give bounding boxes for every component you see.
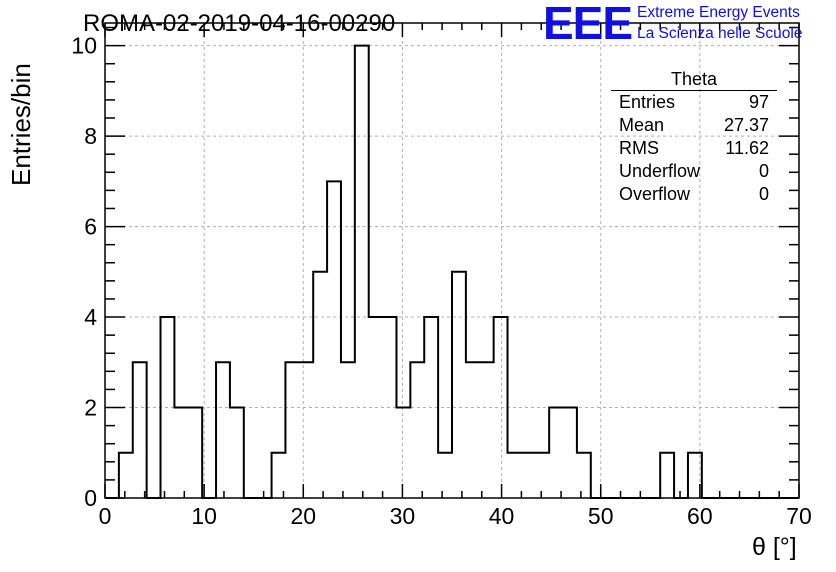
x-tick-label: 20 [290, 503, 316, 529]
histogram-bin [521, 453, 535, 498]
histogram-bin [563, 408, 577, 498]
plot-frame [104, 22, 800, 499]
stats-row-overflow: Overflow 0 [611, 183, 777, 206]
stats-value: 27.37 [723, 115, 769, 135]
histogram-bin [355, 46, 369, 498]
x-tick-label: 10 [191, 503, 217, 529]
stats-label: Mean [619, 115, 665, 135]
stats-label: Entries [619, 92, 676, 112]
histogram-bin [133, 362, 147, 498]
histogram-bin [188, 408, 202, 498]
histogram-bin [341, 362, 355, 498]
stats-value: 0 [758, 161, 769, 181]
eee-logo: EEE [543, 0, 633, 49]
x-tick-label: 60 [687, 503, 713, 529]
y-tick-label: 8 [84, 123, 97, 149]
logo-line-1: Extreme Energy Events [637, 4, 800, 21]
histogram-bin [313, 272, 327, 498]
histogram-bin [230, 408, 244, 498]
x-tick-label: 40 [489, 503, 515, 529]
y-tick-label: 0 [84, 485, 97, 511]
stats-label: Overflow [619, 184, 691, 204]
stats-row-mean: Mean 27.37 [611, 114, 777, 137]
logo-line-2: La Scienza nelle Scuole [637, 25, 803, 42]
x-tick-label: 30 [390, 503, 416, 529]
histogram-bin [438, 453, 452, 498]
axis-ticks [104, 23, 800, 499]
stats-row-entries: Entries 97 [611, 91, 777, 114]
stats-value: 97 [748, 92, 769, 112]
histogram-bin [466, 362, 480, 498]
tick-labels: 0 10 20 30 40 50 60 70 0 2 4 6 8 10 [71, 33, 811, 529]
stats-row-underflow: Underflow 0 [611, 160, 777, 183]
histogram-bin [410, 362, 424, 498]
histogram-bin [216, 362, 230, 498]
y-tick-label: 2 [84, 395, 97, 421]
x-tick-label: 70 [786, 503, 812, 529]
stats-box: Theta Entries 97 Mean 27.37 RMS 11.62 Un… [611, 68, 777, 206]
chart-title: ROMA-02-2019-04-16-00290 [83, 10, 396, 37]
grid-lines [105, 23, 799, 498]
histogram-bin [452, 272, 466, 498]
histogram-bin [327, 181, 341, 498]
histogram-bin [535, 453, 549, 498]
histogram-bin [299, 362, 313, 498]
y-tick-label: 6 [84, 214, 97, 240]
y-axis-label-text: Entries/bin [6, 63, 36, 186]
histogram-bin [480, 362, 494, 498]
y-tick-label: 10 [71, 33, 97, 59]
histogram-bin [577, 453, 591, 498]
histogram-bin [119, 453, 133, 498]
x-axis-label: θ [°] [752, 533, 797, 561]
y-tick-label: 4 [84, 304, 97, 330]
histogram-bin [549, 408, 563, 498]
stats-row-rms: RMS 11.62 [611, 137, 777, 160]
stats-label: RMS [619, 138, 659, 158]
stats-value: 11.62 [725, 138, 769, 158]
histogram-bin [396, 408, 410, 498]
stats-title: Theta [611, 68, 777, 91]
histogram-bin [508, 453, 522, 498]
stats-label: Underflow [619, 161, 701, 181]
stats-value: 0 [758, 184, 769, 204]
histogram-bin [174, 408, 188, 498]
histogram-bin [660, 453, 674, 498]
x-tick-label: 50 [588, 503, 614, 529]
x-tick-label: 0 [99, 503, 112, 529]
histogram-bin [285, 362, 299, 498]
